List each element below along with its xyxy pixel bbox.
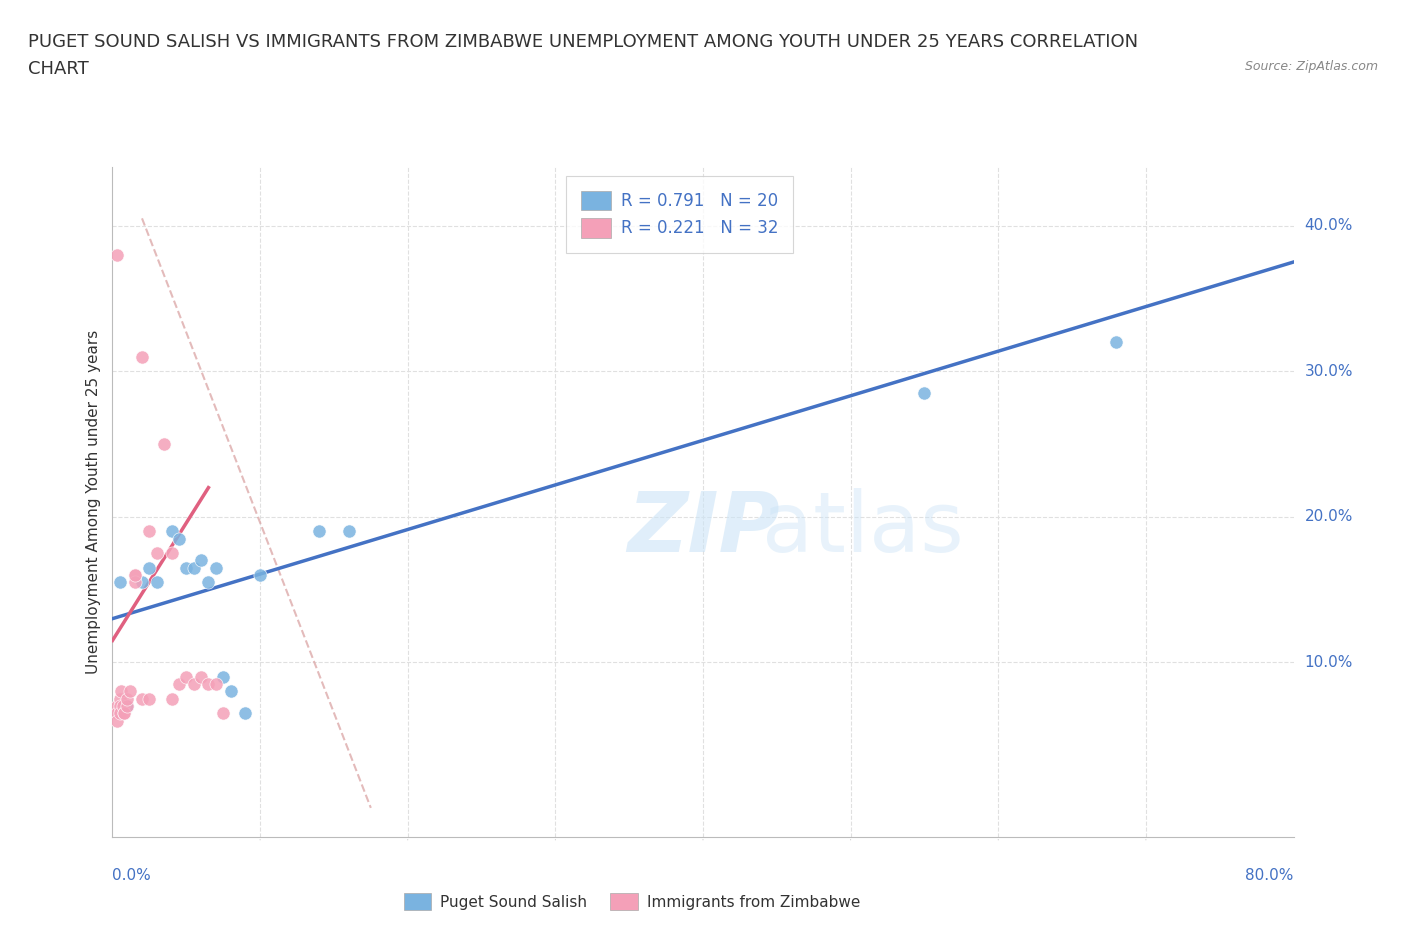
- Point: [205, 560, 228, 575]
- Point: [174, 670, 197, 684]
- Point: [131, 349, 153, 364]
- Point: [108, 706, 131, 721]
- Point: [219, 684, 242, 698]
- Point: [124, 575, 146, 590]
- Point: [111, 698, 134, 713]
- Text: CHART: CHART: [28, 60, 89, 78]
- Point: [117, 698, 138, 713]
- Point: [131, 575, 153, 590]
- Point: [124, 567, 146, 582]
- Point: [249, 567, 271, 582]
- Point: [120, 684, 142, 698]
- Point: [108, 691, 131, 706]
- Point: [167, 531, 190, 546]
- Text: PUGET SOUND SALISH VS IMMIGRANTS FROM ZIMBABWE UNEMPLOYMENT AMONG YOUTH UNDER 25: PUGET SOUND SALISH VS IMMIGRANTS FROM ZI…: [28, 33, 1139, 50]
- Point: [174, 560, 197, 575]
- Point: [112, 706, 135, 721]
- Point: [138, 524, 160, 538]
- Point: [105, 247, 128, 262]
- Text: atlas: atlas: [762, 488, 963, 569]
- Point: [112, 706, 135, 721]
- Point: [914, 386, 936, 401]
- Point: [124, 567, 146, 582]
- Point: [212, 706, 235, 721]
- Text: 0.0%: 0.0%: [112, 868, 152, 883]
- Point: [205, 677, 228, 692]
- Legend: Puget Sound Salish, Immigrants from Zimbabwe: Puget Sound Salish, Immigrants from Zimb…: [398, 886, 866, 916]
- Text: 10.0%: 10.0%: [1305, 655, 1353, 670]
- Point: [108, 575, 131, 590]
- Point: [146, 575, 169, 590]
- Point: [117, 698, 138, 713]
- Point: [233, 706, 256, 721]
- Point: [160, 691, 183, 706]
- Text: ZIP: ZIP: [627, 488, 779, 569]
- Point: [146, 546, 169, 561]
- Point: [108, 698, 131, 713]
- Point: [183, 560, 205, 575]
- Point: [212, 670, 235, 684]
- Point: [110, 684, 132, 698]
- Point: [337, 524, 360, 538]
- Y-axis label: Unemployment Among Youth under 25 years: Unemployment Among Youth under 25 years: [86, 330, 101, 674]
- Point: [197, 677, 219, 692]
- Point: [190, 553, 212, 568]
- Point: [160, 524, 183, 538]
- Point: [160, 546, 183, 561]
- Text: Source: ZipAtlas.com: Source: ZipAtlas.com: [1244, 60, 1378, 73]
- Point: [138, 560, 160, 575]
- Text: 20.0%: 20.0%: [1305, 510, 1353, 525]
- Point: [105, 698, 128, 713]
- Point: [308, 524, 330, 538]
- Text: 30.0%: 30.0%: [1305, 364, 1353, 379]
- Text: 80.0%: 80.0%: [1246, 868, 1294, 883]
- Point: [197, 575, 219, 590]
- Point: [1105, 335, 1128, 350]
- Point: [183, 677, 205, 692]
- Point: [131, 691, 153, 706]
- Point: [138, 691, 160, 706]
- Point: [105, 713, 128, 728]
- Point: [190, 670, 212, 684]
- Text: 40.0%: 40.0%: [1305, 219, 1353, 233]
- Point: [117, 691, 138, 706]
- Point: [153, 436, 176, 451]
- Point: [105, 706, 128, 721]
- Point: [167, 677, 190, 692]
